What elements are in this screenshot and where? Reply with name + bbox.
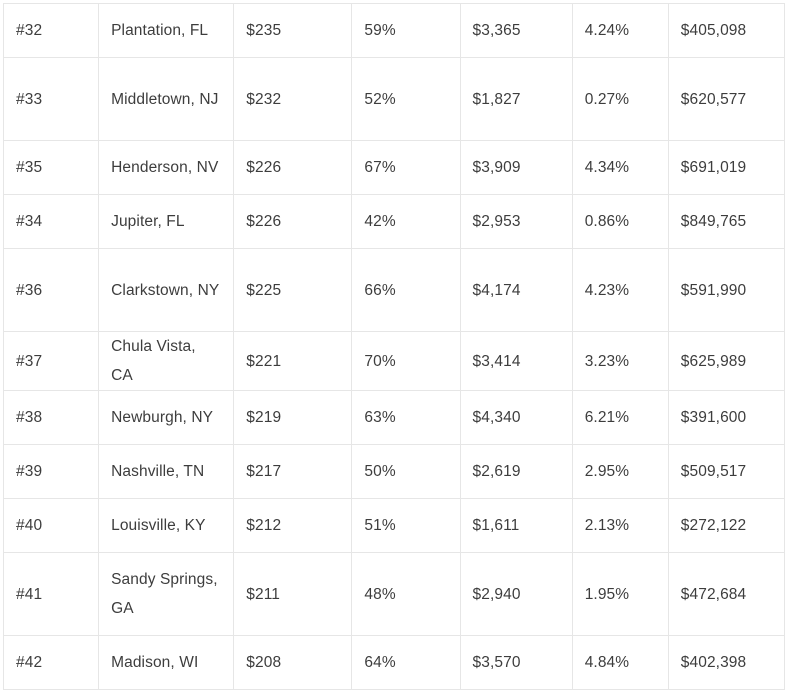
rate-cell: 6.21% [571,390,669,445]
amount-cell: $2,619 [459,444,573,499]
rate-cell: 2.95% [571,444,669,499]
city-cell: Sandy Springs, GA [98,552,235,636]
table-row: #40 Louisville, KY $212 51% $1,611 2.13%… [2,498,786,553]
rate-cell: 0.27% [571,57,669,141]
price-cell: $208 [233,635,353,690]
price-cell: $212 [233,498,353,553]
rank-cell: #41 [2,552,100,636]
city-ranking-table: #32 Plantation, FL $235 59% $3,365 4.24%… [2,3,786,690]
table-row: #37 Chula Vista, CA $221 70% $3,414 3.23… [2,331,786,391]
city-cell: Jupiter, FL [98,194,235,249]
city-cell: Nashville, TN [98,444,235,499]
table-row: #32 Plantation, FL $235 59% $3,365 4.24%… [2,3,786,58]
home-value-cell: $691,019 [667,140,786,195]
city-cell: Henderson, NV [98,140,235,195]
rank-cell: #32 [2,3,100,58]
rate-cell: 0.86% [571,194,669,249]
home-value-cell: $405,098 [667,3,786,58]
percent-cell: 63% [351,390,461,445]
price-cell: $211 [233,552,353,636]
home-value-cell: $272,122 [667,498,786,553]
rate-cell: 1.95% [571,552,669,636]
percent-cell: 64% [351,635,461,690]
city-cell: Plantation, FL [98,3,235,58]
price-cell: $225 [233,248,353,332]
price-cell: $217 [233,444,353,499]
percent-cell: 52% [351,57,461,141]
rank-cell: #40 [2,498,100,553]
city-cell: Chula Vista, CA [98,331,235,391]
amount-cell: $3,365 [459,3,573,58]
home-value-cell: $591,990 [667,248,786,332]
home-value-cell: $472,684 [667,552,786,636]
amount-cell: $3,414 [459,331,573,391]
price-cell: $219 [233,390,353,445]
table-row: #35 Henderson, NV $226 67% $3,909 4.34% … [2,140,786,195]
rank-cell: #33 [2,57,100,141]
home-value-cell: $402,398 [667,635,786,690]
amount-cell: $1,611 [459,498,573,553]
percent-cell: 67% [351,140,461,195]
price-cell: $221 [233,331,353,391]
amount-cell: $2,940 [459,552,573,636]
table-row: #41 Sandy Springs, GA $211 48% $2,940 1.… [2,552,786,636]
home-value-cell: $620,577 [667,57,786,141]
price-cell: $232 [233,57,353,141]
table-row: #42 Madison, WI $208 64% $3,570 4.84% $4… [2,635,786,690]
rate-cell: 3.23% [571,331,669,391]
price-cell: $235 [233,3,353,58]
rank-cell: #39 [2,444,100,499]
percent-cell: 59% [351,3,461,58]
table-row: #33 Middletown, NJ $232 52% $1,827 0.27%… [2,57,786,141]
table-row: #39 Nashville, TN $217 50% $2,619 2.95% … [2,444,786,499]
rate-cell: 4.84% [571,635,669,690]
city-cell: Clarkstown, NY [98,248,235,332]
rate-cell: 4.23% [571,248,669,332]
rate-cell: 4.34% [571,140,669,195]
amount-cell: $2,953 [459,194,573,249]
home-value-cell: $509,517 [667,444,786,499]
city-cell: Madison, WI [98,635,235,690]
amount-cell: $4,340 [459,390,573,445]
rate-cell: 4.24% [571,3,669,58]
table-row: #34 Jupiter, FL $226 42% $2,953 0.86% $8… [2,194,786,249]
amount-cell: $1,827 [459,57,573,141]
rate-cell: 2.13% [571,498,669,553]
rank-cell: #38 [2,390,100,445]
table-body: #32 Plantation, FL $235 59% $3,365 4.24%… [2,3,786,690]
percent-cell: 48% [351,552,461,636]
percent-cell: 66% [351,248,461,332]
rank-cell: #42 [2,635,100,690]
home-value-cell: $391,600 [667,390,786,445]
city-cell: Newburgh, NY [98,390,235,445]
home-value-cell: $625,989 [667,331,786,391]
rank-cell: #35 [2,140,100,195]
city-cell: Louisville, KY [98,498,235,553]
amount-cell: $4,174 [459,248,573,332]
home-value-cell: $849,765 [667,194,786,249]
rank-cell: #36 [2,248,100,332]
percent-cell: 50% [351,444,461,499]
price-cell: $226 [233,194,353,249]
city-cell: Middletown, NJ [98,57,235,141]
rank-cell: #34 [2,194,100,249]
rank-cell: #37 [2,331,100,391]
percent-cell: 70% [351,331,461,391]
amount-cell: $3,909 [459,140,573,195]
city-ranking-table-container: #32 Plantation, FL $235 59% $3,365 4.24%… [2,3,786,690]
table-row: #36 Clarkstown, NY $225 66% $4,174 4.23%… [2,248,786,332]
percent-cell: 51% [351,498,461,553]
amount-cell: $3,570 [459,635,573,690]
table-row: #38 Newburgh, NY $219 63% $4,340 6.21% $… [2,390,786,445]
price-cell: $226 [233,140,353,195]
percent-cell: 42% [351,194,461,249]
